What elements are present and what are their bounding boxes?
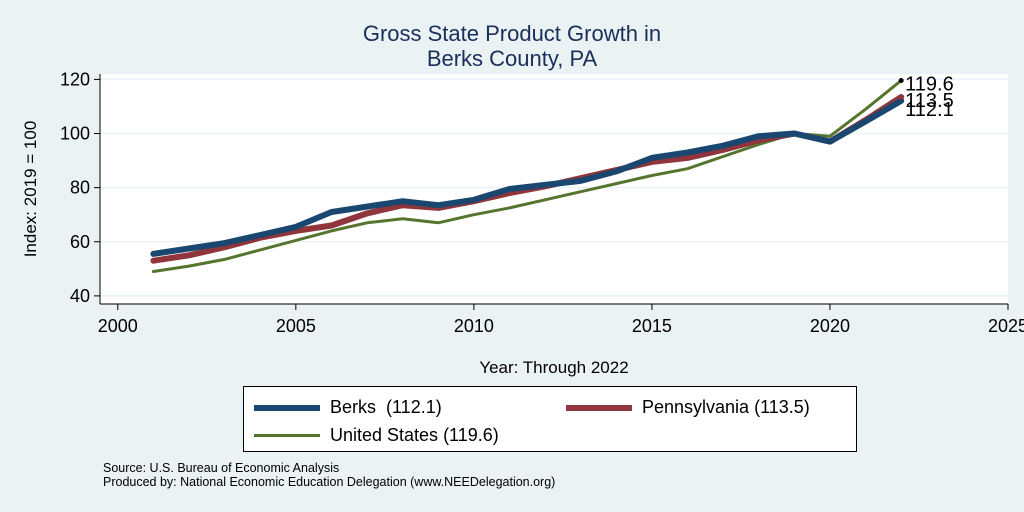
end-label-united-states: 119.6 — [905, 73, 954, 95]
x-tick-label: 2000 — [98, 316, 138, 336]
x-tick-label: 2020 — [810, 316, 850, 336]
end-label-berks: 112.1 — [905, 99, 954, 121]
y-axis-title: Index: 2019 = 100 — [21, 121, 40, 258]
end-label-pennsylvania: 113.5 — [905, 90, 954, 112]
end-marker-united-states — [898, 77, 904, 83]
y-tick-label: 120 — [60, 69, 90, 89]
legend-label-berks: Berks (112.1) — [330, 397, 442, 417]
x-tick-label: 2015 — [632, 316, 672, 336]
y-tick-label: 100 — [60, 124, 90, 144]
x-tick-label: 2025 — [988, 316, 1024, 336]
series-line-berks — [150, 97, 905, 257]
x-tick-label: 2005 — [276, 316, 316, 336]
end-marker-pennsylvania — [898, 94, 904, 100]
legend-label-pennsylvania: Pennsylvania (113.5) — [642, 397, 810, 417]
chart-legend: Berks (112.1) Pennsylvania (113.5) Unite… — [243, 386, 857, 452]
chart-title-line-2: Berks County, PA — [426, 46, 598, 71]
legend-item-berks: Berks (112.1) — [254, 397, 442, 418]
produced-by-note: Produced by: National Economic Education… — [103, 475, 556, 489]
legend-swatch-berks — [254, 404, 320, 411]
legend-item-united-states: United States (119.6) — [254, 425, 499, 446]
end-marker-berks — [898, 98, 904, 104]
x-axis-title: Year: Through 2022 — [479, 358, 628, 377]
chart-title-line-1: Gross State Product Growth in — [362, 21, 662, 46]
legend-swatch-united-states — [254, 434, 320, 437]
legend-swatch-pennsylvania — [566, 404, 632, 411]
plot-area — [100, 74, 1008, 304]
x-tick-label: 2010 — [454, 316, 494, 336]
legend-item-pennsylvania: Pennsylvania (113.5) — [566, 397, 810, 418]
y-tick-label: 80 — [70, 178, 90, 198]
y-tick-label: 60 — [70, 232, 90, 252]
y-tick-label: 40 — [70, 286, 90, 306]
source-note: Source: U.S. Bureau of Economic Analysis — [103, 461, 340, 475]
legend-label-united-states: United States (119.6) — [330, 425, 499, 445]
